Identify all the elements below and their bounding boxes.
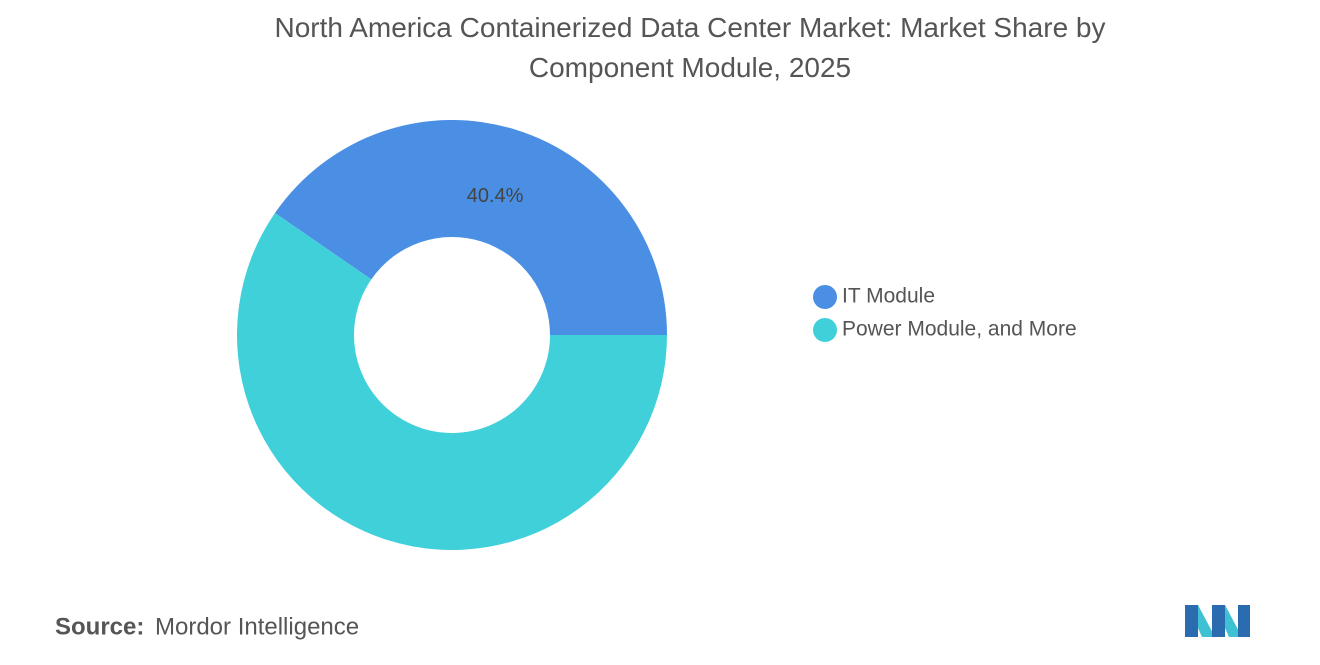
source-label: Source: [55,613,144,640]
source-text: Mordor Intelligence [155,613,359,640]
legend-label: Power Module, and More [842,318,1077,341]
legend-marker [813,318,837,342]
chart-title: North America Containerized Data Center … [274,12,1105,83]
donut-slice [274,119,667,335]
donut-slice [237,213,667,550]
data-label: 40.4% [467,185,524,207]
logo [1185,605,1250,637]
legend-marker [813,285,837,309]
legend-label: IT Module [842,285,935,308]
